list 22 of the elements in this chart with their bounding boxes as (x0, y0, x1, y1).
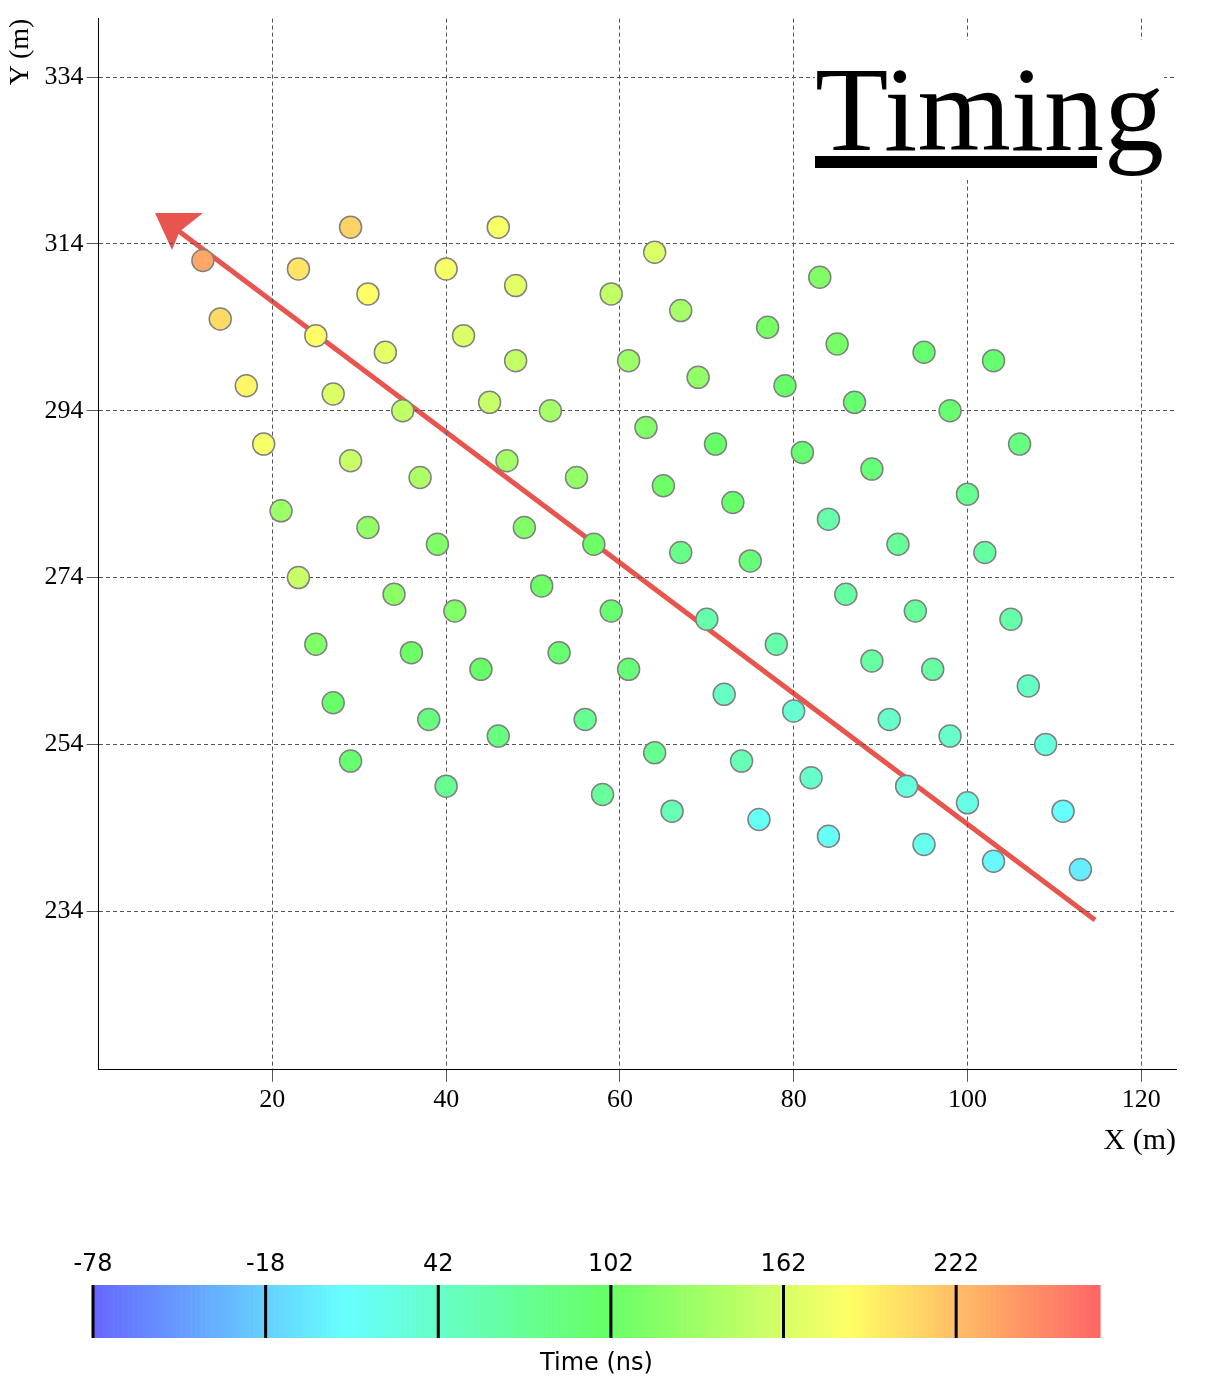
color-bar-label: 222 (933, 1249, 980, 1278)
x-tick-label: 120 (1121, 1084, 1161, 1114)
color-bar-label: 162 (760, 1249, 807, 1278)
y-tick-label: 314 (44, 227, 84, 257)
x-tick-label: 20 (259, 1084, 286, 1114)
y-tick-label: 234 (44, 895, 84, 925)
y-tick-label: 254 (44, 728, 84, 758)
color-bar-label: -18 (246, 1249, 286, 1278)
color-bar-label: 102 (587, 1249, 634, 1278)
x-axis-title: X (m) (1103, 1121, 1176, 1156)
x-tick-label: 60 (606, 1084, 633, 1114)
chart-title: Timing (815, 40, 1165, 180)
color-bar-label: -78 (73, 1249, 113, 1278)
y-tick-label: 294 (44, 394, 84, 424)
x-tick-label: 40 (433, 1084, 460, 1114)
color-bar-title: Time (ns) (539, 1348, 653, 1377)
y-tick-label: 274 (44, 561, 84, 591)
x-tick-label: 100 (947, 1084, 987, 1114)
x-tick-label: 80 (780, 1084, 807, 1114)
y-axis-title: Y (m) (3, 18, 35, 86)
color-bar-label: 42 (422, 1249, 454, 1278)
y-tick-label: 334 (44, 60, 84, 90)
